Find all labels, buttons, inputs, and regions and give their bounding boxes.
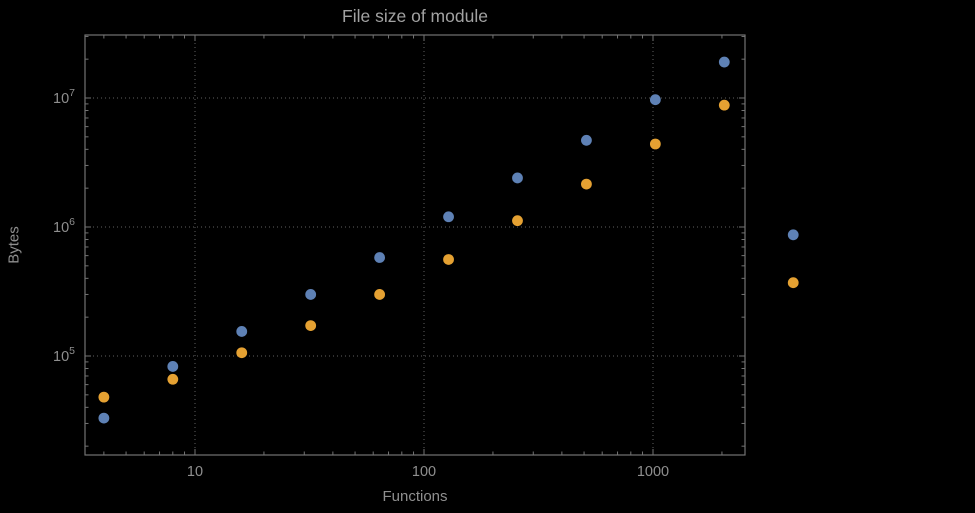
data-point-series-orange xyxy=(718,99,730,111)
data-point-series-orange xyxy=(305,320,317,332)
data-point-series-orange xyxy=(443,254,454,265)
data-point-series-orange xyxy=(374,289,386,300)
data-point-series-blue xyxy=(443,211,454,223)
data-point-series-blue xyxy=(512,172,523,184)
data-point-series-orange xyxy=(98,391,110,403)
plot-frame xyxy=(84,34,746,456)
x-tick-label: 100 xyxy=(412,464,436,480)
x-tick-label: 10 xyxy=(187,464,203,480)
data-point-series-blue xyxy=(98,412,110,424)
data-point-series-blue xyxy=(305,289,317,300)
data-point-series-orange xyxy=(236,347,248,359)
data-point-series-blue xyxy=(649,94,661,106)
data-point-series-blue xyxy=(581,134,592,146)
data-point-series-blue xyxy=(718,56,730,68)
data-point-series-blue xyxy=(236,326,248,337)
y-tick-label: 107 xyxy=(53,87,75,107)
y-tick-label: 105 xyxy=(53,345,75,365)
chart-title: File size of module xyxy=(342,6,488,26)
data-point-series-blue xyxy=(787,229,799,241)
data-point-series-orange xyxy=(512,215,523,227)
data-point-series-orange xyxy=(581,178,592,190)
data-point-series-blue xyxy=(167,361,179,372)
x-axis-label: Functions xyxy=(382,488,448,505)
y-tick-label: 106 xyxy=(53,216,75,236)
data-point-series-orange xyxy=(167,373,179,385)
data-point-series-orange xyxy=(787,277,799,289)
data-point-series-blue xyxy=(374,252,386,263)
data-point-series-orange xyxy=(649,138,661,150)
x-tick-label: 1000 xyxy=(637,464,669,480)
